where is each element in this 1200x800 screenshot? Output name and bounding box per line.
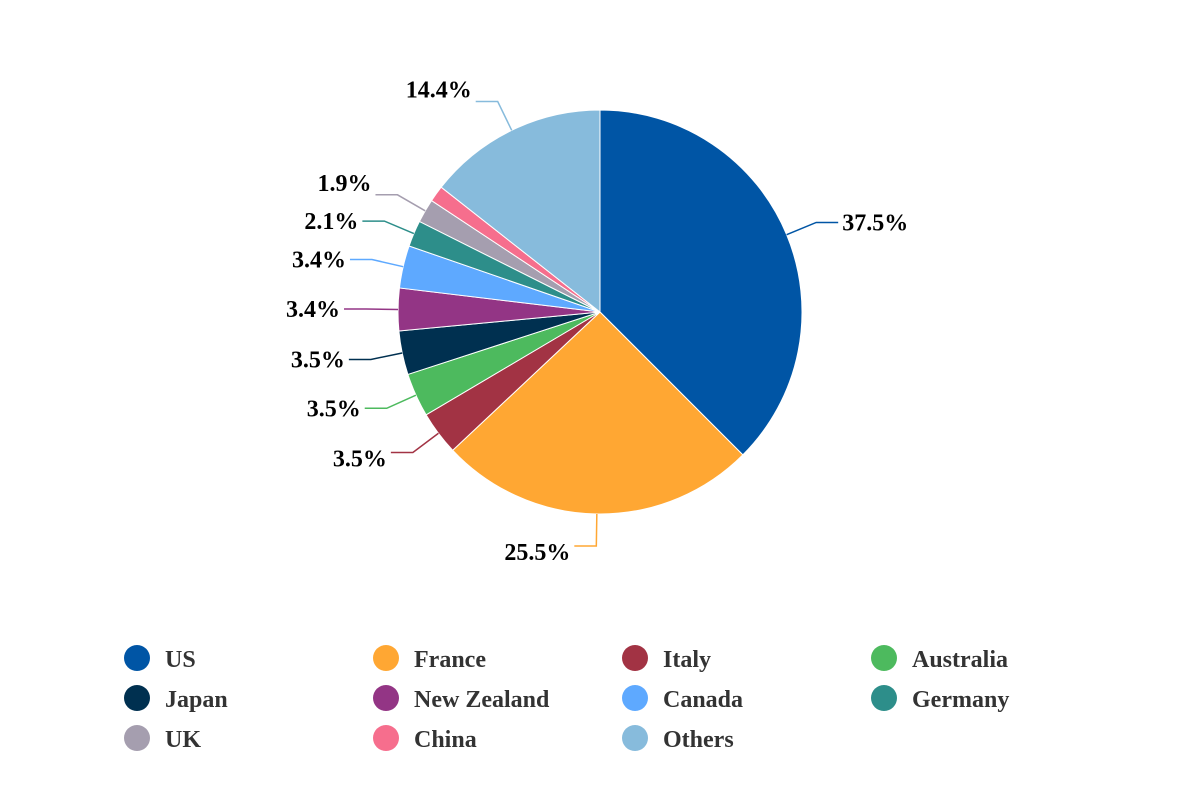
leader-line-italy [390,432,439,454]
percent-labels: 37.5% 25.5% 3.5% 3.5% 3.5% 3.4% 3.4% 2.1% 1.9% 14… [286,78,908,566]
legend[interactable]: US France Italy Australia Japan New Zealand Ca… [124,645,1009,753]
leader-line-canada [349,258,404,268]
legend-swatch-italy [622,645,648,671]
leader-line-japan [348,352,403,361]
legend-swatch-others [622,725,648,751]
percent-label-new-zealand: 3.4% [286,297,340,323]
legend-swatch-japan [124,685,150,711]
legend-item-others[interactable]: Others [622,725,734,753]
pie-slice-us[interactable] [599,109,803,456]
legend-item-canada[interactable]: Canada [622,685,743,713]
pie-slice-others[interactable] [440,109,601,314]
legend-swatch-china [373,725,399,751]
leader-line-germany [362,220,415,235]
legend-label-others: Others [663,727,734,753]
legend-swatch-germany [871,685,897,711]
legend-item-new-zealand[interactable]: New Zealand [373,685,550,713]
legend-label-uk: UK [165,727,201,753]
percent-label-japan: 3.5% [291,347,345,373]
legend-item-china[interactable]: China [373,725,477,753]
leader-line-france [574,513,598,547]
legend-label-germany: Germany [912,687,1009,713]
leader-line-others [475,100,513,131]
percent-label-uk: 1.9% [317,171,371,197]
legend-label-new-zealand: New Zealand [414,687,550,713]
leader-line-australia [364,394,417,410]
legend-label-italy: Italy [663,647,711,673]
legend-label-japan: Japan [165,687,228,713]
percent-label-australia: 3.5% [307,396,361,422]
percent-label-others: 14.4% [406,78,472,104]
legend-item-us[interactable]: US [124,645,196,673]
legend-swatch-france [373,645,399,671]
legend-swatch-canada [622,685,648,711]
legend-item-germany[interactable]: Germany [871,685,1009,713]
legend-label-china: China [414,727,477,753]
pie-slices [397,109,803,515]
pie-slice-france[interactable] [452,311,744,515]
legend-item-italy[interactable]: Italy [622,645,711,673]
legend-item-france[interactable]: France [373,645,486,673]
legend-item-japan[interactable]: Japan [124,685,228,713]
percent-label-canada: 3.4% [292,248,346,274]
percent-label-germany: 2.1% [304,209,358,235]
legend-label-us: US [165,647,196,673]
legend-swatch-uk [124,725,150,751]
legend-swatch-australia [871,645,897,671]
legend-item-uk[interactable]: UK [124,725,201,753]
legend-label-france: France [414,647,486,673]
legend-label-australia: Australia [912,647,1008,673]
legend-label-canada: Canada [663,687,743,713]
percent-label-italy: 3.5% [333,447,387,473]
legend-swatch-us [124,645,150,671]
legend-item-australia[interactable]: Australia [871,645,1008,673]
leader-line-us [786,221,839,236]
leader-lines [344,100,839,547]
legend-swatch-new-zealand [373,685,399,711]
percent-label-us: 37.5% [842,210,908,236]
leader-line-uk [375,194,426,212]
percent-label-france: 25.5% [504,540,570,566]
